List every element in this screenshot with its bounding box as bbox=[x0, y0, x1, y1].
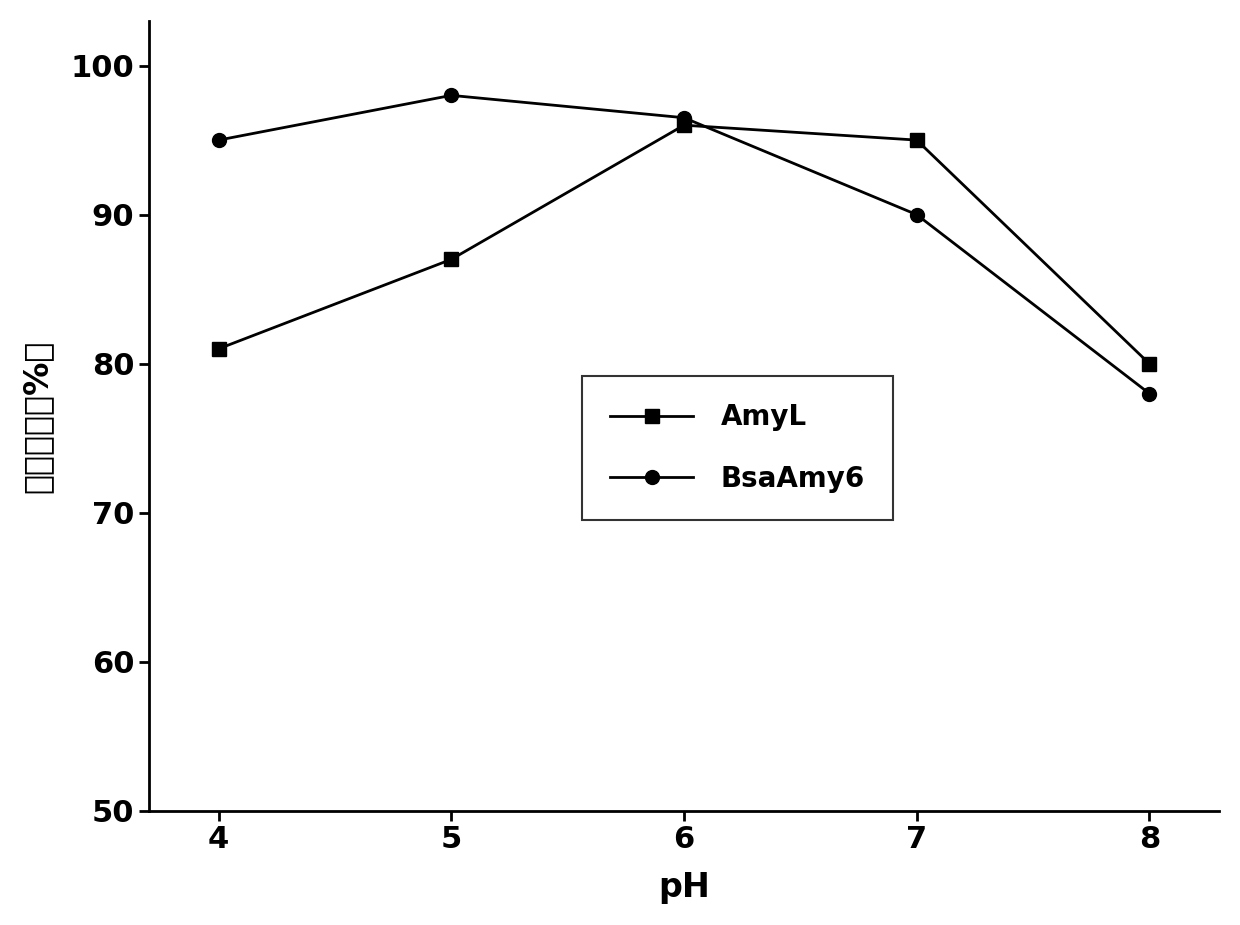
X-axis label: pH: pH bbox=[658, 871, 711, 904]
Y-axis label: 剩余酶活（%）: 剩余酶活（%） bbox=[21, 339, 53, 492]
BsaAmy6 bbox=[677, 112, 692, 123]
AmyL bbox=[211, 343, 226, 354]
Line: BsaAmy6: BsaAmy6 bbox=[212, 89, 1157, 401]
Line: AmyL: AmyL bbox=[212, 118, 1157, 371]
AmyL bbox=[1142, 358, 1157, 369]
BsaAmy6 bbox=[444, 90, 459, 101]
AmyL bbox=[677, 119, 692, 130]
BsaAmy6 bbox=[211, 134, 226, 145]
BsaAmy6 bbox=[909, 209, 924, 220]
Legend: AmyL, BsaAmy6: AmyL, BsaAmy6 bbox=[582, 376, 893, 521]
AmyL bbox=[909, 134, 924, 145]
BsaAmy6 bbox=[1142, 388, 1157, 399]
AmyL bbox=[444, 253, 459, 265]
